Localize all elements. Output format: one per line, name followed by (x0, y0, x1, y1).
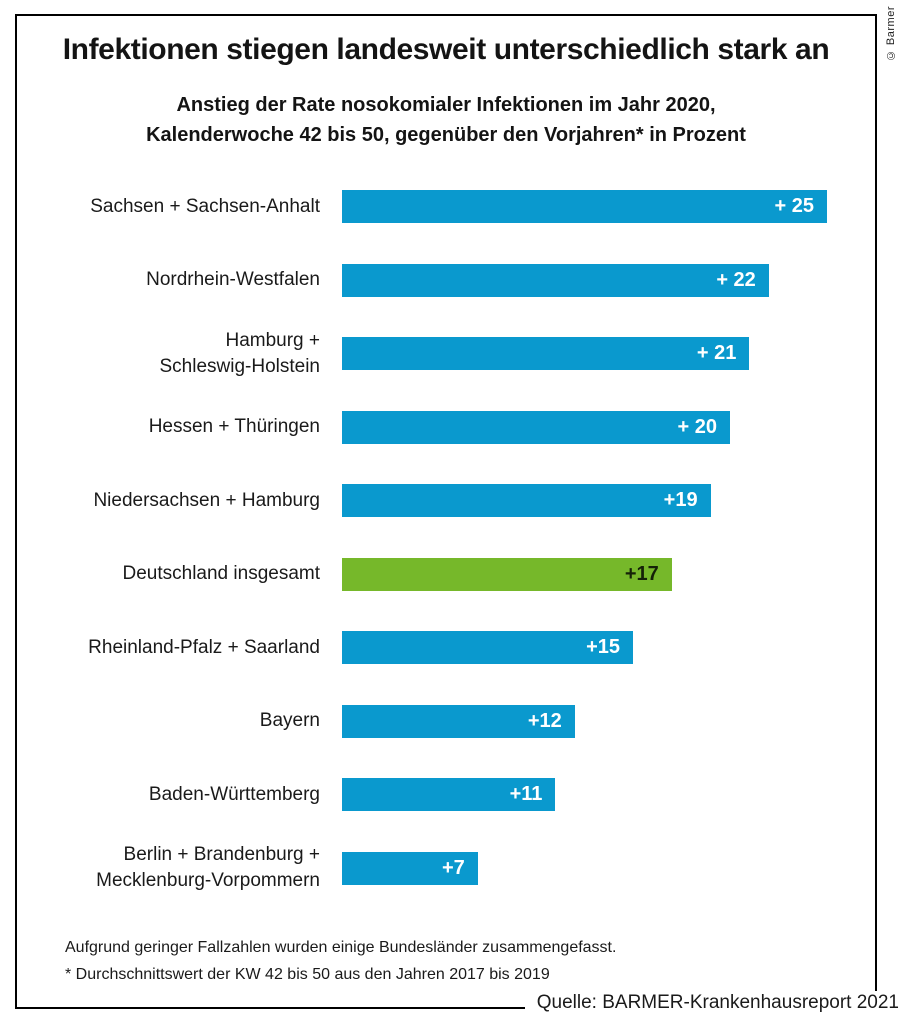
value-bar: +15 (342, 631, 633, 665)
value-bar: +7 (342, 851, 478, 885)
bar-value-label: +12 (527, 709, 562, 732)
category-label: Rheinland-Pfalz + Saarland (88, 636, 320, 658)
chart-row: Deutschland insgesamt +17 (17, 538, 875, 612)
category-label: Hamburg + Schleswig-Holstein (159, 329, 320, 377)
source-line: Quelle: BARMER-Krankenhausreport 2021 (524, 991, 899, 1015)
chart-row: Berlin + Brandenburg + Mecklenburg-Vorpom… (17, 832, 875, 906)
bar-value-label: +11 (509, 783, 543, 806)
copyright-credit: © Barmer (885, 6, 897, 62)
chart-subtitle-line1: Anstieg der Rate nosokomialer Infektione… (176, 94, 716, 116)
value-bar: +17 (342, 557, 672, 591)
category-label: Nordrhein-Westfalen (146, 269, 320, 291)
value-bar: + 21 (342, 337, 750, 371)
bar-value-label: + 21 (696, 342, 737, 365)
category-label: Deutschland insgesamt (122, 563, 321, 585)
chart-subtitle: Anstieg der Rate nosokomialer Infektione… (17, 90, 875, 150)
bar-value-label: + 25 (774, 195, 814, 218)
chart-row: Hessen + Thüringen + 20 (17, 391, 875, 465)
bar-value-label: +17 (624, 562, 659, 585)
chart-row: Hamburg + Schleswig-Holstein + 21 (17, 317, 875, 391)
chart-row: Baden-Württemberg +11 (17, 758, 875, 832)
footnote-grouping: Aufgrund geringer Fallzahlen wurden eini… (65, 939, 617, 956)
value-bar: + 22 (342, 263, 769, 297)
chart-title: Infektionen stiegen landesweit unterschi… (62, 33, 830, 66)
chart-row: Sachsen + Sachsen-Anhalt + 25 (17, 170, 875, 244)
footnote-asterisk: * Durchschnittswert der KW 42 bis 50 aus… (65, 966, 550, 983)
chart-row: Niedersachsen + Hamburg +19 (17, 464, 875, 538)
bar-chart: Sachsen + Sachsen-Anhalt + 25 Nordrhein-… (17, 170, 875, 905)
value-bar: + 20 (342, 410, 730, 444)
category-label: Hessen + Thüringen (148, 416, 320, 438)
value-bar: +12 (342, 704, 575, 738)
category-label: Berlin + Brandenburg + Mecklenburg-Vorpom… (96, 844, 320, 892)
chart-subtitle-line2: Kalenderwoche 42 bis 50, gegenüber den V… (146, 124, 746, 146)
chart-row: Rheinland-Pfalz + Saarland +15 (17, 611, 875, 685)
category-label: Bayern (259, 710, 320, 732)
value-bar: +11 (342, 778, 556, 812)
category-label: Niedersachsen + Hamburg (93, 489, 320, 511)
bar-value-label: + 20 (677, 415, 717, 438)
category-label: Baden-Württemberg (148, 783, 320, 805)
chart-frame: Infektionen stiegen landesweit unterschi… (15, 14, 877, 1009)
value-bar: +19 (342, 484, 711, 518)
value-bar: + 25 (342, 190, 827, 224)
bar-value-label: +15 (586, 636, 620, 659)
bar-value-label: +7 (441, 856, 465, 879)
bar-value-label: +19 (663, 489, 698, 512)
chart-row: Bayern +12 (17, 685, 875, 759)
footnotes: Aufgrund geringer Fallzahlen wurden eini… (65, 934, 616, 988)
category-label: Sachsen + Sachsen-Anhalt (90, 195, 320, 217)
chart-row: Nordrhein-Westfalen + 22 (17, 244, 875, 318)
bar-value-label: + 22 (716, 268, 756, 291)
